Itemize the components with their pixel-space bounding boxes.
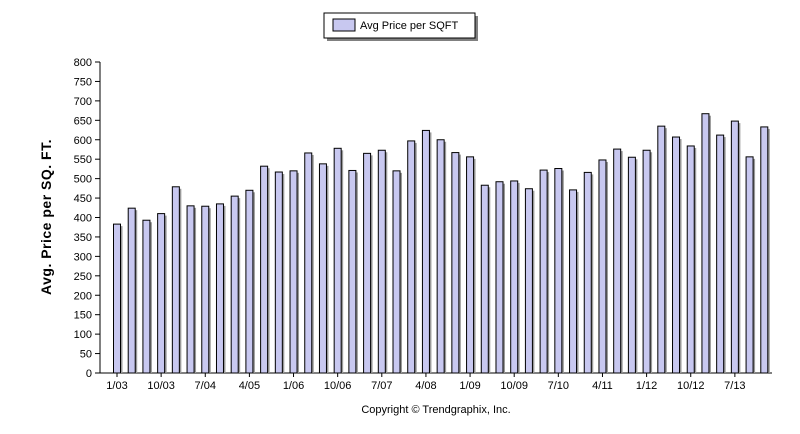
bar-7-08 xyxy=(436,139,445,374)
bar-4-05 xyxy=(245,189,254,374)
y-tick-label: 350 xyxy=(74,232,92,244)
x-tick-label: 10/06 xyxy=(324,380,352,392)
bar-1-09 xyxy=(466,156,475,374)
x-tick-label: 7/13 xyxy=(724,380,745,392)
y-axis-label: Avg. Price per SQ. FT. xyxy=(38,139,54,295)
bar-4-13 xyxy=(716,134,725,374)
bar-4-09 xyxy=(480,184,489,374)
bar-1-13 xyxy=(701,113,710,374)
bar-1-07 xyxy=(348,169,357,374)
bar-10-03 xyxy=(157,213,166,374)
y-tick-label: 150 xyxy=(74,310,92,322)
y-tick-label: 300 xyxy=(74,251,92,263)
bar-10-08 xyxy=(451,152,460,374)
bar-10-11 xyxy=(627,156,636,374)
bar-7-12 xyxy=(672,136,681,374)
y-tick-label: 450 xyxy=(74,193,92,205)
bar-7-11 xyxy=(613,148,622,374)
legend-label: Avg Price per SQFT xyxy=(360,20,458,32)
y-tick-label: 100 xyxy=(74,329,92,341)
bar-4-04 xyxy=(186,205,195,374)
y-tick-label: 400 xyxy=(74,213,92,225)
x-tick-label: 10/12 xyxy=(677,380,705,392)
bar-10-06 xyxy=(333,147,342,374)
bar-4-06 xyxy=(304,152,313,374)
bar-7-13 xyxy=(730,120,739,374)
bar-4-03 xyxy=(127,207,136,374)
bar-7-03 xyxy=(142,219,151,374)
y-tick-label: 700 xyxy=(74,96,92,108)
bar-10-12 xyxy=(686,145,695,374)
x-tick-label: 1/06 xyxy=(283,380,304,392)
bar-1-03 xyxy=(113,223,121,374)
bar-4-10 xyxy=(539,169,548,374)
bar-1-06 xyxy=(289,170,298,374)
bar-7-05 xyxy=(260,165,269,374)
bar-10-13 xyxy=(745,156,754,374)
x-ticks: 1/03 10/03 7/04 4/05 1/06 10/06 7/07 4/08 1/09 10… xyxy=(106,373,746,392)
y-tick-label: 250 xyxy=(74,271,92,283)
y-tick-label: 50 xyxy=(80,349,92,361)
x-tick-label: 7/04 xyxy=(195,380,216,392)
bar-1-14 xyxy=(760,126,769,374)
y-tick-label: 200 xyxy=(74,290,92,302)
copyright-text: Copyright © Trendgraphix, Inc. xyxy=(361,404,510,416)
bar-1-11 xyxy=(583,171,592,374)
bar-4-08 xyxy=(421,129,430,374)
bar-1-08 xyxy=(407,140,416,374)
bar-10-04 xyxy=(215,203,224,374)
bar-4-07 xyxy=(363,152,372,374)
bar-10-07 xyxy=(392,170,401,374)
y-tick-label: 600 xyxy=(74,135,92,147)
bar-7-04 xyxy=(201,205,210,374)
bar-10-05 xyxy=(274,171,283,374)
x-tick-label: 1/03 xyxy=(106,380,127,392)
x-tick-label: 1/09 xyxy=(459,380,480,392)
bar-7-07 xyxy=(377,149,386,374)
x-tick-label: 1/12 xyxy=(636,380,657,392)
x-tick-label: 7/10 xyxy=(548,380,569,392)
y-tick-label: 800 xyxy=(74,57,92,69)
bar-7-06 xyxy=(318,163,327,374)
bar-4-12 xyxy=(657,125,666,374)
x-tick-label: 4/11 xyxy=(592,380,613,392)
bar-7-09 xyxy=(495,181,504,374)
legend: Avg Price per SQFT xyxy=(323,12,478,41)
bar-10-10 xyxy=(569,189,578,374)
bar-1-04 xyxy=(171,186,180,374)
y-tick-label: 550 xyxy=(74,154,92,166)
y-tick-label: 750 xyxy=(74,76,92,88)
x-tick-label: 7/07 xyxy=(371,380,392,392)
bar-1-12 xyxy=(642,149,651,374)
x-tick-label: 4/05 xyxy=(239,380,260,392)
y-tick-label: 0 xyxy=(86,368,92,380)
y-tick-label: 500 xyxy=(74,174,92,186)
x-tick-label: 4/08 xyxy=(415,380,436,392)
bars xyxy=(113,113,770,374)
bar-1-10 xyxy=(524,188,533,374)
bar-4-11 xyxy=(598,159,607,374)
x-tick-label: 10/09 xyxy=(500,380,528,392)
bar-7-10 xyxy=(554,168,563,374)
x-tick-label: 10/03 xyxy=(147,380,175,392)
y-ticks: 0 50 100 150 200 250 300 350 400 450 500 550 600 650 7… xyxy=(74,57,100,380)
bar-10-09 xyxy=(510,180,519,374)
bar-1-05 xyxy=(230,195,239,374)
legend-swatch xyxy=(332,18,356,32)
y-tick-label: 650 xyxy=(74,115,92,127)
